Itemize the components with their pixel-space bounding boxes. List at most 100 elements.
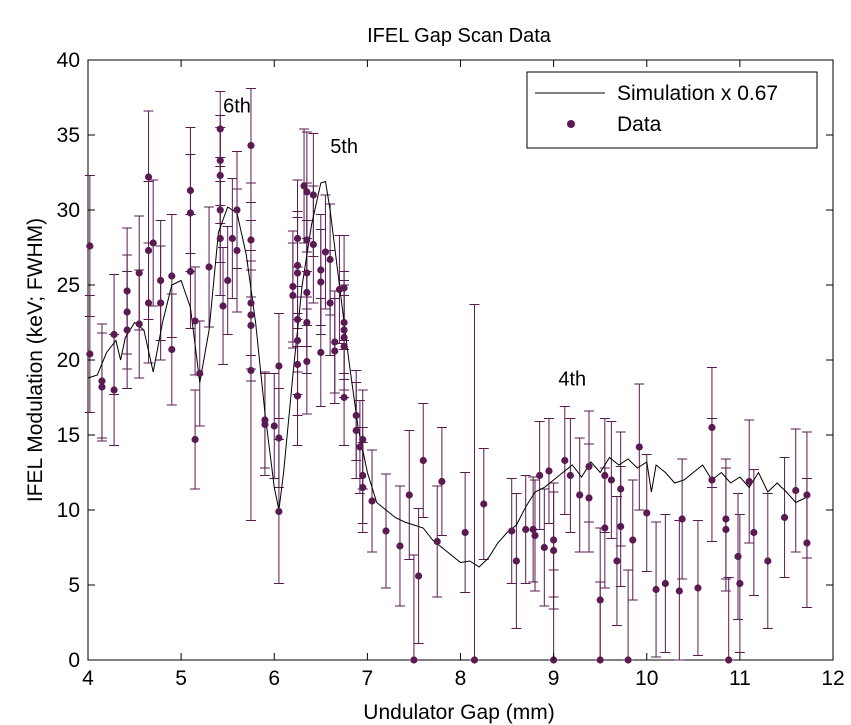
plot-area: 4 5 6 7 8 9 10 11 12 0 5 10 15 20 25 30 35 40 6th 5th 4th: [57, 49, 845, 690]
x-axis-label: Undulator Gap (mm): [363, 701, 554, 724]
data-point: [708, 423, 716, 432]
data-point: [326, 255, 334, 264]
data-point: [352, 411, 360, 420]
data-point: [168, 345, 176, 354]
data-point: [275, 507, 283, 516]
data-point: [303, 288, 311, 297]
data-point: [531, 531, 539, 540]
data-point: [289, 282, 297, 291]
data-point: [722, 515, 730, 523]
data-point: [86, 242, 94, 250]
chart-title: IFEL Gap Scan Data: [367, 25, 552, 47]
data-point: [419, 456, 427, 465]
data-points: [86, 125, 811, 664]
data-point: [405, 491, 413, 499]
data-point: [550, 546, 558, 555]
data-point: [321, 248, 330, 256]
data-point: [529, 525, 537, 534]
data-point: [780, 513, 789, 522]
data-point: [216, 156, 224, 165]
data-point: [694, 584, 702, 592]
y-tick-label: 40: [57, 49, 80, 72]
data-point: [144, 173, 153, 181]
data-point: [585, 462, 593, 471]
data-point: [678, 515, 686, 523]
data-point: [303, 188, 311, 196]
data-point: [461, 528, 469, 537]
data-point: [340, 318, 348, 327]
data-point: [540, 543, 548, 552]
data-point: [293, 392, 302, 400]
data-point: [340, 342, 348, 351]
data-point: [303, 236, 311, 244]
data-point: [196, 369, 204, 378]
data-point: [317, 278, 325, 286]
data-point: [410, 656, 418, 664]
data-point: [803, 539, 811, 547]
data-point: [624, 656, 632, 664]
data-point: [470, 656, 479, 664]
data-point: [110, 386, 118, 394]
y-tick-label: 15: [57, 424, 80, 447]
data-point: [635, 443, 643, 451]
x-tick-label: 10: [635, 667, 658, 690]
data-point: [293, 336, 302, 345]
annotations: 6th 5th 4th: [223, 96, 586, 391]
data-point: [228, 234, 236, 243]
data-point: [764, 557, 772, 565]
data-point: [734, 552, 742, 561]
data-point: [617, 485, 625, 493]
data-point: [86, 350, 94, 358]
data-point: [303, 269, 311, 277]
x-tick-label: 12: [821, 667, 844, 690]
data-point: [110, 330, 118, 339]
data-point: [561, 456, 569, 465]
legend-box: [526, 71, 818, 149]
legend-sim-label: Simulation x 0.67: [617, 82, 778, 105]
data-point: [300, 182, 308, 190]
data-point: [340, 333, 348, 342]
data-point: [233, 246, 241, 255]
y-tick-label: 20: [57, 349, 80, 372]
data-point: [275, 362, 283, 370]
y-tick-label: 5: [68, 574, 80, 597]
data-point: [675, 587, 683, 595]
data-point: [508, 527, 516, 535]
data-point: [123, 308, 131, 316]
data-point: [123, 287, 131, 295]
data-point: [356, 443, 364, 451]
data-point: [309, 240, 317, 249]
data-point: [186, 186, 195, 195]
data-point: [144, 299, 153, 307]
data-point: [98, 383, 106, 391]
y-axis-label: IFEL Modulation (keV; FWHM): [24, 218, 47, 502]
data-point: [331, 347, 339, 355]
data-point: [144, 246, 153, 255]
data-point: [576, 491, 584, 499]
plot-frame: [87, 59, 834, 661]
data-point: [216, 125, 224, 133]
data-point: [331, 338, 339, 346]
data-point: [216, 171, 224, 180]
data-point: [550, 536, 558, 544]
data-point: [382, 527, 390, 535]
data-point: [247, 311, 255, 319]
data-point: [396, 542, 404, 550]
data-point: [438, 477, 446, 486]
data-point: [168, 272, 176, 280]
data-point: [216, 206, 224, 214]
data-point: [601, 524, 609, 532]
data-point: [157, 276, 165, 285]
data-point: [803, 491, 811, 499]
annotation-label: 6th: [223, 96, 251, 118]
data-point: [414, 572, 423, 580]
data-point: [722, 525, 730, 534]
data-point: [617, 522, 625, 531]
annotation-label: 4th: [558, 369, 586, 391]
x-tick-label: 5: [175, 667, 187, 690]
data-point: [205, 263, 213, 271]
data-point: [191, 317, 199, 325]
annotation-label: 5th: [330, 136, 358, 158]
y-tick-label: 35: [57, 124, 80, 147]
